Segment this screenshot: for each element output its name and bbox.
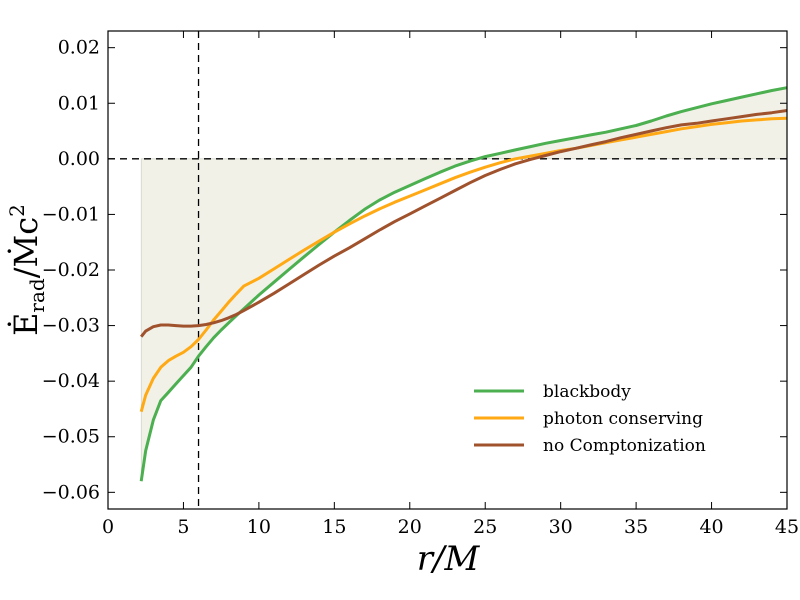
y-tick-label: −0.03 [42, 315, 100, 337]
legend: blackbody photon conserving no Comptonizat… [474, 382, 706, 456]
y-tick-label: 0.02 [58, 37, 100, 59]
x-tick-label: 10 [247, 516, 271, 538]
x-tick-label: 0 [102, 516, 114, 538]
x-tick-label: 15 [322, 516, 346, 538]
legend-label: no Comptonization [543, 436, 706, 456]
x-tick-label: 25 [473, 516, 497, 538]
series-layer [139, 86, 788, 482]
x-tick-label: 30 [549, 516, 573, 538]
y-tick-label: −0.05 [42, 426, 100, 448]
series-line-photon-conserving [139, 116, 788, 413]
y-axis-label: Ėrad/Ṁc2 [5, 204, 49, 336]
x-tick-label: 35 [624, 516, 648, 538]
x-tick-label: 40 [699, 516, 723, 538]
series-line-no-comptonization [140, 109, 788, 338]
y-tick-label: 0.00 [58, 148, 100, 170]
y-tick-label: −0.04 [42, 370, 100, 392]
y-tick-label: −0.02 [42, 259, 100, 281]
y-tick-label: −0.01 [42, 203, 100, 225]
reference-lines-layer [108, 31, 787, 509]
ticks-layer: 0 5 10 15 20 25 30 35 40 45 −0.06 −0.05 −0.04 −0.03 −0… [42, 31, 799, 538]
x-axis-label: r/M [417, 539, 481, 579]
x-tick-label: 20 [398, 516, 422, 538]
y-tick-label: −0.06 [42, 481, 100, 503]
legend-label: photon conserving [543, 409, 703, 429]
x-tick-label: 45 [775, 516, 799, 538]
x-tick-label: 5 [177, 516, 189, 538]
legend-label: blackbody [543, 382, 631, 402]
series-line-blackbody [139, 86, 788, 482]
y-tick-label: 0.01 [58, 92, 100, 114]
